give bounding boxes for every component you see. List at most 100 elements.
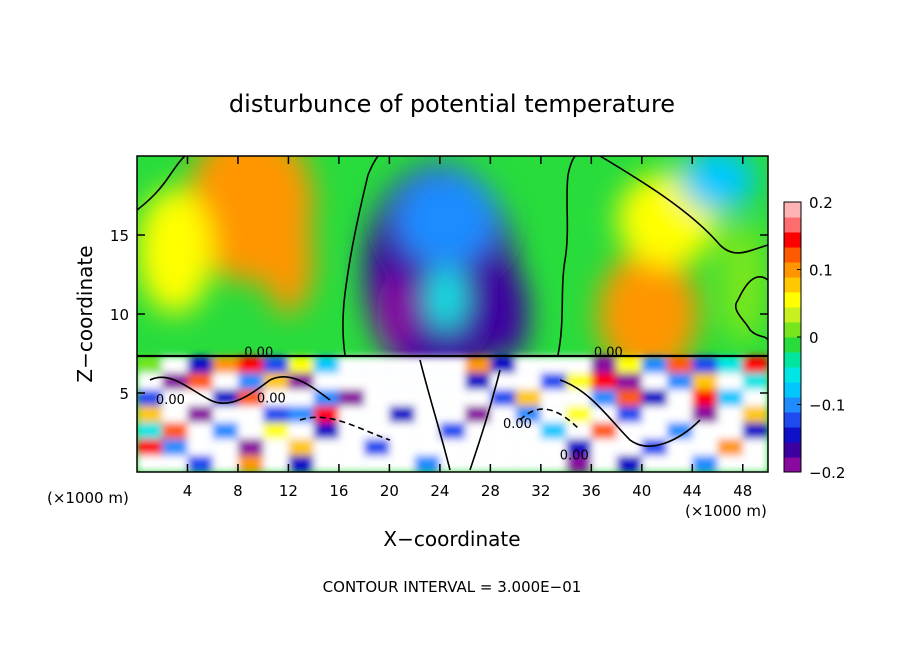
field-cell bbox=[667, 406, 693, 423]
contour-label-layer: 0.00 0.00 0.00 0.00 0.00 0.00 bbox=[156, 346, 623, 464]
field-cell bbox=[237, 389, 264, 407]
field-cell bbox=[162, 439, 188, 456]
field-cell bbox=[414, 373, 440, 390]
field-cell bbox=[667, 389, 693, 407]
colorbar-swatch bbox=[784, 217, 801, 233]
field-cell bbox=[540, 373, 567, 390]
field-cell bbox=[288, 422, 314, 440]
contour-label: 0.00 bbox=[257, 391, 286, 406]
field-cell bbox=[717, 455, 743, 472]
colorbar-swatch bbox=[784, 322, 801, 338]
x-axis-label: X−coordinate bbox=[383, 527, 520, 551]
colorbar-tick-label: 0.2 bbox=[809, 194, 833, 212]
colorbar-swatch bbox=[784, 232, 801, 248]
contour-interval-note: CONTOUR INTERVAL = 3.000E−01 bbox=[323, 578, 582, 596]
y-axis-label: Z−coordinate bbox=[73, 245, 97, 382]
field-cell bbox=[338, 356, 365, 374]
field-cell bbox=[465, 373, 491, 390]
field-cell bbox=[540, 356, 567, 374]
x-tick-label: 8 bbox=[233, 482, 243, 500]
field-cell bbox=[212, 439, 238, 456]
contour-label: 0.00 bbox=[560, 448, 589, 463]
field-cell bbox=[338, 373, 365, 390]
field-cell bbox=[692, 356, 718, 374]
field-cell bbox=[692, 406, 718, 423]
field-cell bbox=[540, 455, 567, 472]
field-cell bbox=[313, 455, 339, 472]
field-cell bbox=[692, 389, 718, 407]
field-cell bbox=[187, 422, 213, 440]
field-cell bbox=[338, 406, 365, 423]
field-cell bbox=[515, 439, 541, 456]
field-blob bbox=[597, 250, 699, 378]
field-cell bbox=[389, 373, 415, 390]
field-cell bbox=[490, 389, 516, 407]
field-cell bbox=[137, 455, 163, 472]
field-cell bbox=[414, 439, 440, 456]
field-cell bbox=[742, 455, 768, 472]
field-blob bbox=[490, 266, 529, 362]
field-cell bbox=[237, 439, 264, 456]
field-cell bbox=[414, 422, 440, 440]
field-cell bbox=[389, 389, 415, 407]
field-cell bbox=[490, 439, 516, 456]
contour-line bbox=[557, 156, 576, 356]
field-cell bbox=[692, 455, 718, 472]
field-cell bbox=[515, 455, 541, 472]
field-cell bbox=[566, 422, 592, 440]
field-cell bbox=[667, 356, 693, 374]
x-tick-label: 48 bbox=[733, 482, 752, 500]
field-cell bbox=[616, 389, 642, 407]
field-cell bbox=[162, 389, 188, 407]
colorbar-tick-label: 0 bbox=[809, 329, 819, 347]
x-unit-left: (×1000 m) bbox=[47, 489, 129, 507]
field-cell bbox=[591, 439, 617, 456]
field-cell bbox=[566, 356, 592, 374]
colorbar-swatch bbox=[784, 352, 801, 368]
colorbar-swatch bbox=[784, 382, 801, 398]
contour-label: 0.00 bbox=[156, 393, 185, 408]
field-cell bbox=[364, 455, 390, 472]
field-cell bbox=[414, 455, 440, 472]
x-tick-label: 16 bbox=[329, 482, 348, 500]
field-cell bbox=[313, 439, 339, 456]
field-cell bbox=[641, 356, 668, 374]
field-cell bbox=[515, 373, 541, 390]
field-cell bbox=[263, 422, 289, 440]
field-cell bbox=[212, 356, 238, 374]
field-cell bbox=[263, 455, 289, 472]
colorbar-swatch bbox=[784, 457, 801, 473]
contour-line bbox=[519, 408, 581, 431]
contour-label: 0.00 bbox=[594, 346, 623, 361]
field-cell bbox=[717, 389, 743, 407]
field-cell bbox=[465, 422, 491, 440]
contour-line bbox=[469, 369, 501, 471]
field-cell bbox=[616, 439, 642, 456]
field-cell bbox=[288, 356, 314, 374]
field-cell bbox=[364, 373, 390, 390]
field-cell bbox=[414, 356, 440, 374]
x-tick-label: 28 bbox=[481, 482, 500, 500]
contour-line bbox=[734, 276, 768, 341]
field-cell bbox=[237, 356, 264, 374]
field-cell bbox=[641, 422, 668, 440]
field-cell bbox=[490, 356, 516, 374]
field-cell bbox=[389, 422, 415, 440]
x-tick-label: 4 bbox=[183, 482, 193, 500]
field-cell bbox=[439, 373, 466, 390]
field-cell bbox=[540, 406, 567, 423]
colorbar-swatch bbox=[784, 397, 801, 413]
field-blob bbox=[717, 219, 768, 346]
field-cell bbox=[742, 356, 768, 374]
field-cell bbox=[313, 422, 339, 440]
x-tick-label: 36 bbox=[582, 482, 601, 500]
field-blob bbox=[679, 156, 756, 212]
field-blob bbox=[427, 266, 466, 330]
contour-line bbox=[137, 156, 186, 211]
field-cell bbox=[641, 439, 668, 456]
field-cell bbox=[162, 422, 188, 440]
field-cell bbox=[187, 455, 213, 472]
field-cell bbox=[389, 455, 415, 472]
field-cell bbox=[566, 389, 592, 407]
